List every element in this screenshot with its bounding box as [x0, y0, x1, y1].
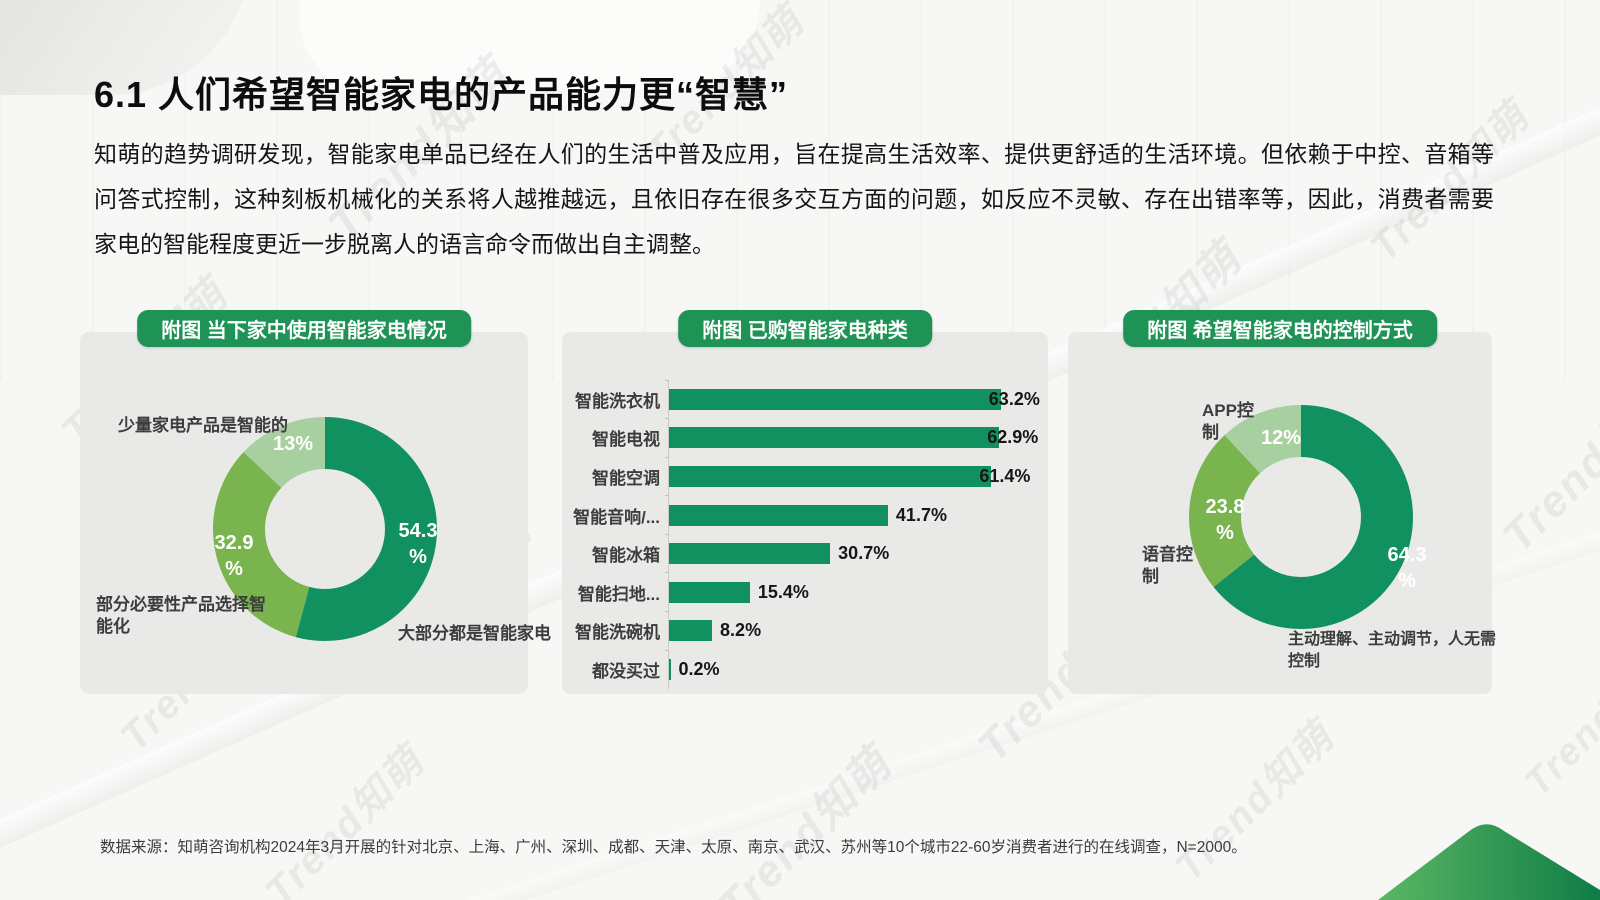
- bar-category-label: 智能洗碗机: [575, 623, 660, 643]
- bar-category-label: 智能电视: [592, 430, 660, 450]
- bar: [669, 543, 831, 565]
- bar-value-label: 63.2%: [988, 388, 1040, 409]
- bar: [669, 620, 713, 642]
- donut-value-label: 64.3 %: [1387, 544, 1427, 592]
- donut-value-label: 12%: [1260, 427, 1302, 449]
- chart-card-purchased-types: 附图 已购智能家电种类 智能洗衣机 63.2% 智能电视 62.9% 智能空调 61.4%…: [562, 310, 1048, 694]
- brand-watermark: Trend知萌: [1493, 368, 1600, 562]
- body-text: 知萌的趋势调研发现，智能家电单品已经在人们的生活中普及应用，旨在提高生活效率、提…: [94, 141, 1494, 257]
- donut-category-label: 主动理解、主动调节，人无需 控制: [1288, 631, 1497, 670]
- brand-watermark: Trend知萌: [257, 739, 433, 900]
- bar-row: 都没买过 0.2%: [568, 649, 1042, 689]
- bar-category-label: 智能扫地...: [577, 584, 660, 604]
- bar-row: 智能音响/... 41.7%: [568, 495, 1042, 535]
- bar-row: 智能洗碗机 8.2%: [568, 611, 1042, 651]
- bar-value-label: 61.4%: [979, 465, 1031, 486]
- bar-category-label: 智能冰箱: [592, 546, 660, 566]
- chart-card-home-smart-usage: 附图 当下家中使用智能家电情况 54.3 % 32.9 % 13% 大部分都是智…: [80, 310, 551, 694]
- donut-category-label: 语音控 制: [1142, 545, 1193, 586]
- chart-card-control-preference: 附图 希望智能家电的控制方式 64.3 % 23.8 % 12% 主动理解、主动…: [1068, 310, 1496, 694]
- donut-category-label: 少量家电产品是智能的: [118, 416, 288, 435]
- bar-row: 智能扫地... 15.4%: [568, 572, 1042, 612]
- bar: [669, 465, 992, 487]
- bar-value-label: 15.4%: [757, 581, 809, 602]
- donut-category-label: 大部分都是智能家电: [398, 624, 551, 643]
- bar-track: 30.7%: [665, 533, 1042, 573]
- bar: [669, 388, 1001, 410]
- donut-value-label: 32.9 %: [214, 532, 254, 580]
- bar-value-label: 30.7%: [838, 543, 890, 564]
- bar-row: 智能电视 62.9%: [568, 418, 1042, 458]
- bar: [669, 427, 1000, 449]
- bar-track: 41.7%: [665, 495, 1042, 535]
- bar-category-label: 智能洗衣机: [575, 391, 660, 411]
- bar-value-label: 8.2%: [720, 620, 762, 641]
- bar-track: 8.2%: [665, 611, 1042, 651]
- bar-row: 智能空调 61.4%: [568, 456, 1042, 496]
- bar-value-label: 0.2%: [678, 658, 720, 679]
- chart-title-pill: 附图 已购智能家电种类: [678, 310, 932, 347]
- donut-category-label: APP控 制: [1202, 401, 1254, 442]
- bar-track: 61.4%: [665, 456, 1042, 496]
- bar-category-label: 都没买过: [592, 661, 660, 681]
- bar-category-label: 智能空调: [592, 468, 660, 488]
- top-swoosh-decoration: [300, 0, 760, 90]
- bar: [669, 504, 888, 526]
- donut-value-label: 13%: [272, 433, 314, 455]
- bar-value-label: 41.7%: [895, 504, 947, 525]
- data-source-note: 数据来源：知萌咨询机构2024年3月开展的针对北京、上海、广州、深圳、成都、天津…: [100, 839, 1247, 856]
- donut-chart-control-preference: [1189, 405, 1413, 629]
- chart-title-pill: 附图 希望智能家电的控制方式: [1123, 310, 1437, 347]
- donut-value-label: 23.8 %: [1205, 496, 1245, 544]
- bar-track: 62.9%: [665, 418, 1042, 458]
- bar-category-label: 智能音响/...: [573, 507, 660, 527]
- donut-value-label: 54.3 %: [398, 520, 438, 568]
- bar-track: 63.2%: [665, 379, 1042, 419]
- bar: [669, 581, 750, 603]
- bar-track: 0.2%: [665, 649, 1042, 689]
- bar-value-label: 62.9%: [987, 427, 1039, 448]
- page-title: 6.1 人们希望智能家电的产品能力更“智慧”: [94, 74, 789, 115]
- chart-title-pill: 附图 当下家中使用智能家电情况: [137, 310, 471, 347]
- bar-chart-purchased-types: 智能洗衣机 63.2% 智能电视 62.9% 智能空调 61.4% 智能音响/... 41.7…: [568, 379, 1042, 689]
- donut-category-label: 部分必要性产品选择智 能化: [96, 595, 266, 636]
- bar-row: 智能洗衣机 63.2%: [568, 379, 1042, 419]
- donut-chart-home-usage: [213, 417, 437, 641]
- bar-track: 15.4%: [665, 572, 1042, 612]
- bar: [669, 658, 671, 680]
- bar-row: 智能冰箱 30.7%: [568, 533, 1042, 573]
- brand-watermark: Trend知萌: [1167, 714, 1343, 890]
- green-mountain-decoration: [1378, 824, 1600, 900]
